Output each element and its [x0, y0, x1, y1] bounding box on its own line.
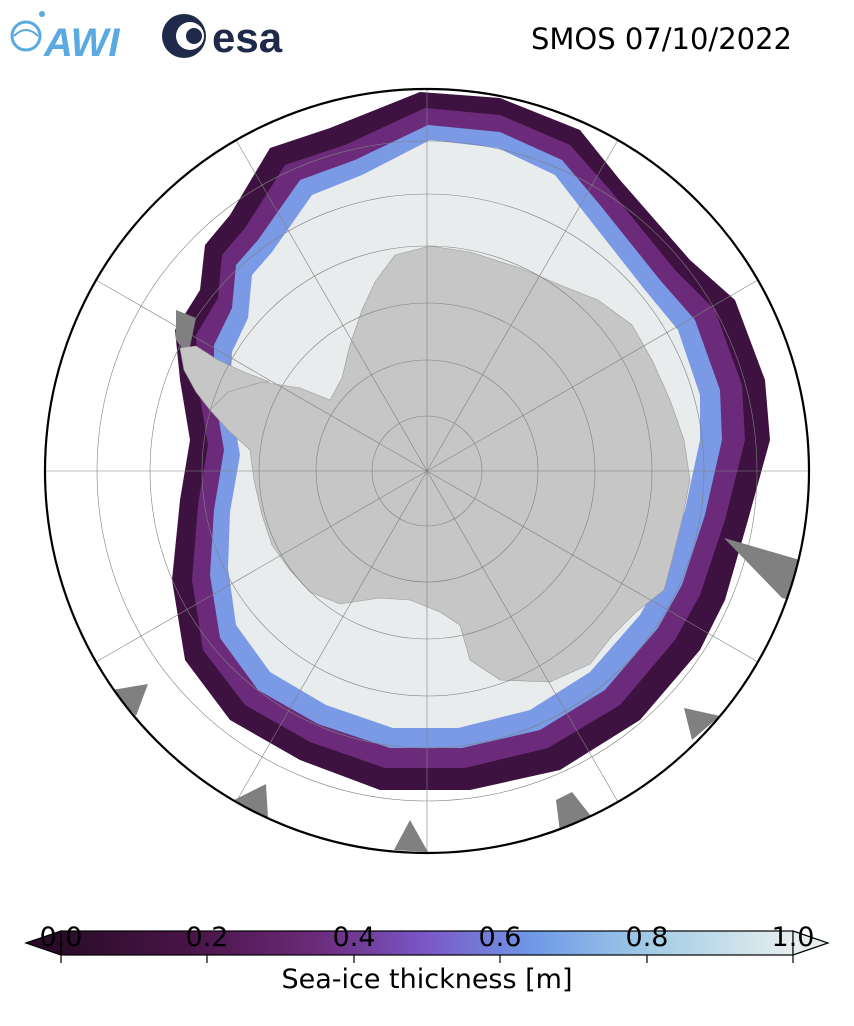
colorbar-gradient	[60, 930, 794, 956]
antarctica-land	[209, 245, 691, 683]
graticule-meridians	[45, 89, 809, 853]
colorbar	[24, 930, 830, 963]
logo-group: AWI esa	[10, 11, 283, 65]
map-boundary	[43, 87, 811, 855]
colorbar-label: Sea-ice thickness [m]	[281, 964, 573, 995]
esa-logo-text: esa	[212, 14, 283, 61]
colorbar-tick-label: 0.0	[39, 922, 83, 953]
colorbar-tick-label: 0.6	[478, 922, 522, 953]
colorbar-tick-label: 0.4	[332, 922, 376, 953]
awi-globe-icon	[10, 20, 42, 52]
colorbar-ticks	[60, 955, 794, 963]
antarctic-peninsula	[179, 345, 271, 411]
colorbar-tick-label: 0.2	[185, 922, 229, 953]
esa-logo: esa	[162, 14, 283, 61]
colorbar-tick-label: 0.8	[625, 922, 669, 953]
colorbar-extend-max	[792, 930, 830, 956]
map-title: SMOS 07/10/2022	[530, 22, 792, 56]
no-data-patches	[112, 310, 800, 852]
sea-ice-map	[43, 87, 811, 855]
awi-star-icon	[39, 11, 45, 17]
awi-logo-text: AWI	[43, 21, 120, 65]
colorbar-tick-label: 1.0	[771, 922, 815, 953]
awi-logo: AWI	[10, 11, 120, 65]
